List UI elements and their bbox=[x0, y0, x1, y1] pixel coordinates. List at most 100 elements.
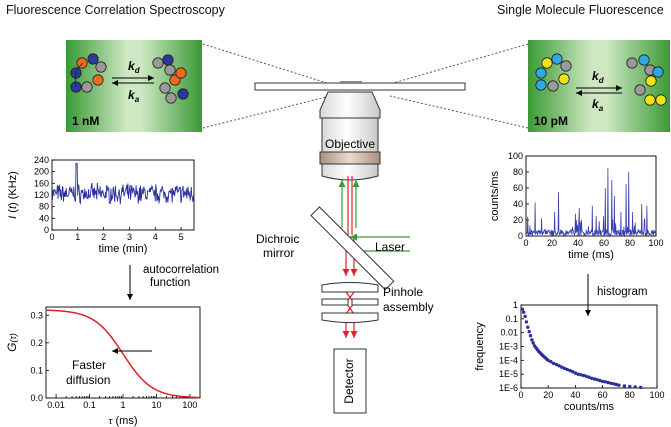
y-tick-label: 80 bbox=[513, 167, 523, 177]
histogram-point bbox=[551, 361, 556, 366]
burst-series bbox=[525, 167, 657, 238]
sample-slide bbox=[254, 82, 466, 91]
bound-molecule-bead bbox=[87, 53, 99, 65]
x-tick-label: 2 bbox=[101, 232, 106, 242]
x-tick-label: 100 bbox=[649, 390, 664, 400]
pinhole-assembly bbox=[321, 282, 379, 323]
free-molecule-bead bbox=[164, 64, 176, 76]
projection-lines bbox=[202, 43, 529, 129]
y-tick-label: 60 bbox=[513, 183, 523, 193]
fcs-concentration: 1 nM bbox=[72, 114, 100, 128]
y-tick-label: 0 bbox=[44, 225, 49, 235]
histogram-point bbox=[628, 384, 632, 389]
fcs-heading: Fluorescence Correlation Spectroscopy bbox=[6, 3, 225, 17]
axis-label: time (min) bbox=[99, 243, 148, 255]
bound-molecule-bead bbox=[92, 74, 104, 86]
histogram-point bbox=[603, 380, 607, 384]
plot-frame bbox=[525, 155, 657, 237]
free-molecule-bead bbox=[152, 57, 164, 69]
y-tick-label: 1E-6 bbox=[499, 383, 518, 393]
x-tick-label: 0 bbox=[49, 232, 54, 242]
x-tick-label: 60 bbox=[599, 238, 609, 248]
x-tick-label: 80 bbox=[625, 390, 635, 400]
pinhole-label: Pinhole bbox=[383, 285, 423, 299]
bound-molecule-bead bbox=[560, 60, 572, 72]
detector bbox=[333, 348, 367, 414]
histogram-point bbox=[557, 364, 561, 368]
histogram-point bbox=[560, 365, 564, 369]
free-molecule-bead bbox=[177, 88, 189, 100]
axis-label: frequency bbox=[474, 322, 486, 371]
free-molecule-bead bbox=[634, 84, 646, 96]
histogram-point bbox=[606, 380, 610, 385]
x-tick-label: 0 bbox=[523, 238, 528, 248]
bound-molecule-bead bbox=[95, 61, 107, 73]
y-tick-label: 0 bbox=[518, 231, 523, 241]
ka-label: ka bbox=[128, 88, 140, 104]
axis-label: G(τ) bbox=[5, 333, 19, 352]
sample-spot bbox=[340, 81, 362, 84]
histogram-point bbox=[633, 385, 637, 389]
y-tick-label: 100 bbox=[508, 151, 523, 161]
laser-label: Laser bbox=[375, 240, 405, 254]
x-tick-label: 1 bbox=[75, 232, 80, 242]
histogram-point bbox=[527, 329, 531, 334]
y-tick-label: 160 bbox=[34, 178, 49, 188]
dichroic-label: Dichroic bbox=[256, 232, 299, 246]
axis-label: counts/ms bbox=[564, 401, 615, 413]
histogram-point bbox=[587, 375, 591, 379]
histogram-chart: 0 20 40 60 80 100 1 0.1 0.01 1E-3 1E-4 1E-5 1E-6 coun… bbox=[474, 300, 665, 413]
histogram-point bbox=[571, 370, 575, 374]
x-tick-label: 100 bbox=[648, 238, 663, 248]
axis-label: time (ms) bbox=[568, 249, 614, 261]
smf-concentration: 10 pM bbox=[534, 114, 569, 128]
histogram-point bbox=[546, 358, 550, 362]
axis-label: counts/ms bbox=[489, 170, 501, 221]
y-tick-label: 240 bbox=[34, 155, 49, 165]
histogram-point bbox=[554, 362, 559, 367]
y-tick-label: 1 bbox=[513, 300, 518, 310]
autocorrelation-label: autocorrelation bbox=[143, 264, 219, 276]
histogram-point bbox=[524, 320, 529, 324]
bound-molecule-bead bbox=[535, 79, 547, 91]
histogram-point bbox=[523, 314, 527, 319]
x-tick-label: 20 bbox=[547, 238, 557, 248]
histogram-point bbox=[584, 374, 588, 378]
free-molecule-bead bbox=[626, 57, 638, 69]
histogram-label: histogram bbox=[597, 286, 648, 298]
bound-molecule-bead bbox=[541, 57, 553, 69]
bound-molecule-bead bbox=[547, 80, 559, 92]
detector-label: Detector bbox=[342, 358, 356, 403]
y-tick-label: 0.2 bbox=[30, 338, 43, 348]
kd-label: kd bbox=[592, 69, 605, 85]
rate-constants: kd ka kd ka bbox=[112, 59, 622, 113]
pinhole-label-2: assembly bbox=[383, 300, 434, 314]
x-tick-label: 0.1 bbox=[83, 400, 96, 410]
objective-label: Objective bbox=[325, 137, 375, 151]
y-tick-label: 0.0 bbox=[30, 393, 43, 403]
x-tick-label: 0 bbox=[518, 390, 523, 400]
y-tick-label: 20 bbox=[513, 215, 523, 225]
ka-label: ka bbox=[592, 97, 604, 113]
y-tick-label: 0.1 bbox=[30, 365, 43, 375]
y-tick-label: 200 bbox=[34, 167, 49, 177]
y-tick-label: 1E-4 bbox=[499, 355, 518, 365]
free-molecule-bead bbox=[655, 94, 667, 106]
histogram-point bbox=[531, 341, 535, 345]
histogram-point bbox=[617, 383, 621, 387]
histogram-point bbox=[568, 368, 572, 373]
x-tick-label: 5 bbox=[179, 232, 184, 242]
histogram-point bbox=[595, 378, 599, 382]
histogram-point bbox=[549, 360, 553, 364]
kd-label: kd bbox=[128, 59, 141, 75]
histogram-point bbox=[611, 382, 616, 386]
x-tick-label: 60 bbox=[598, 390, 608, 400]
histogram-point bbox=[598, 378, 602, 383]
free-molecule-bead bbox=[638, 54, 650, 66]
autocorrelation-series bbox=[46, 309, 201, 399]
bound-molecule-bead bbox=[535, 67, 547, 79]
x-tick-label: 3 bbox=[127, 232, 132, 242]
free-molecule-bead bbox=[165, 92, 177, 104]
